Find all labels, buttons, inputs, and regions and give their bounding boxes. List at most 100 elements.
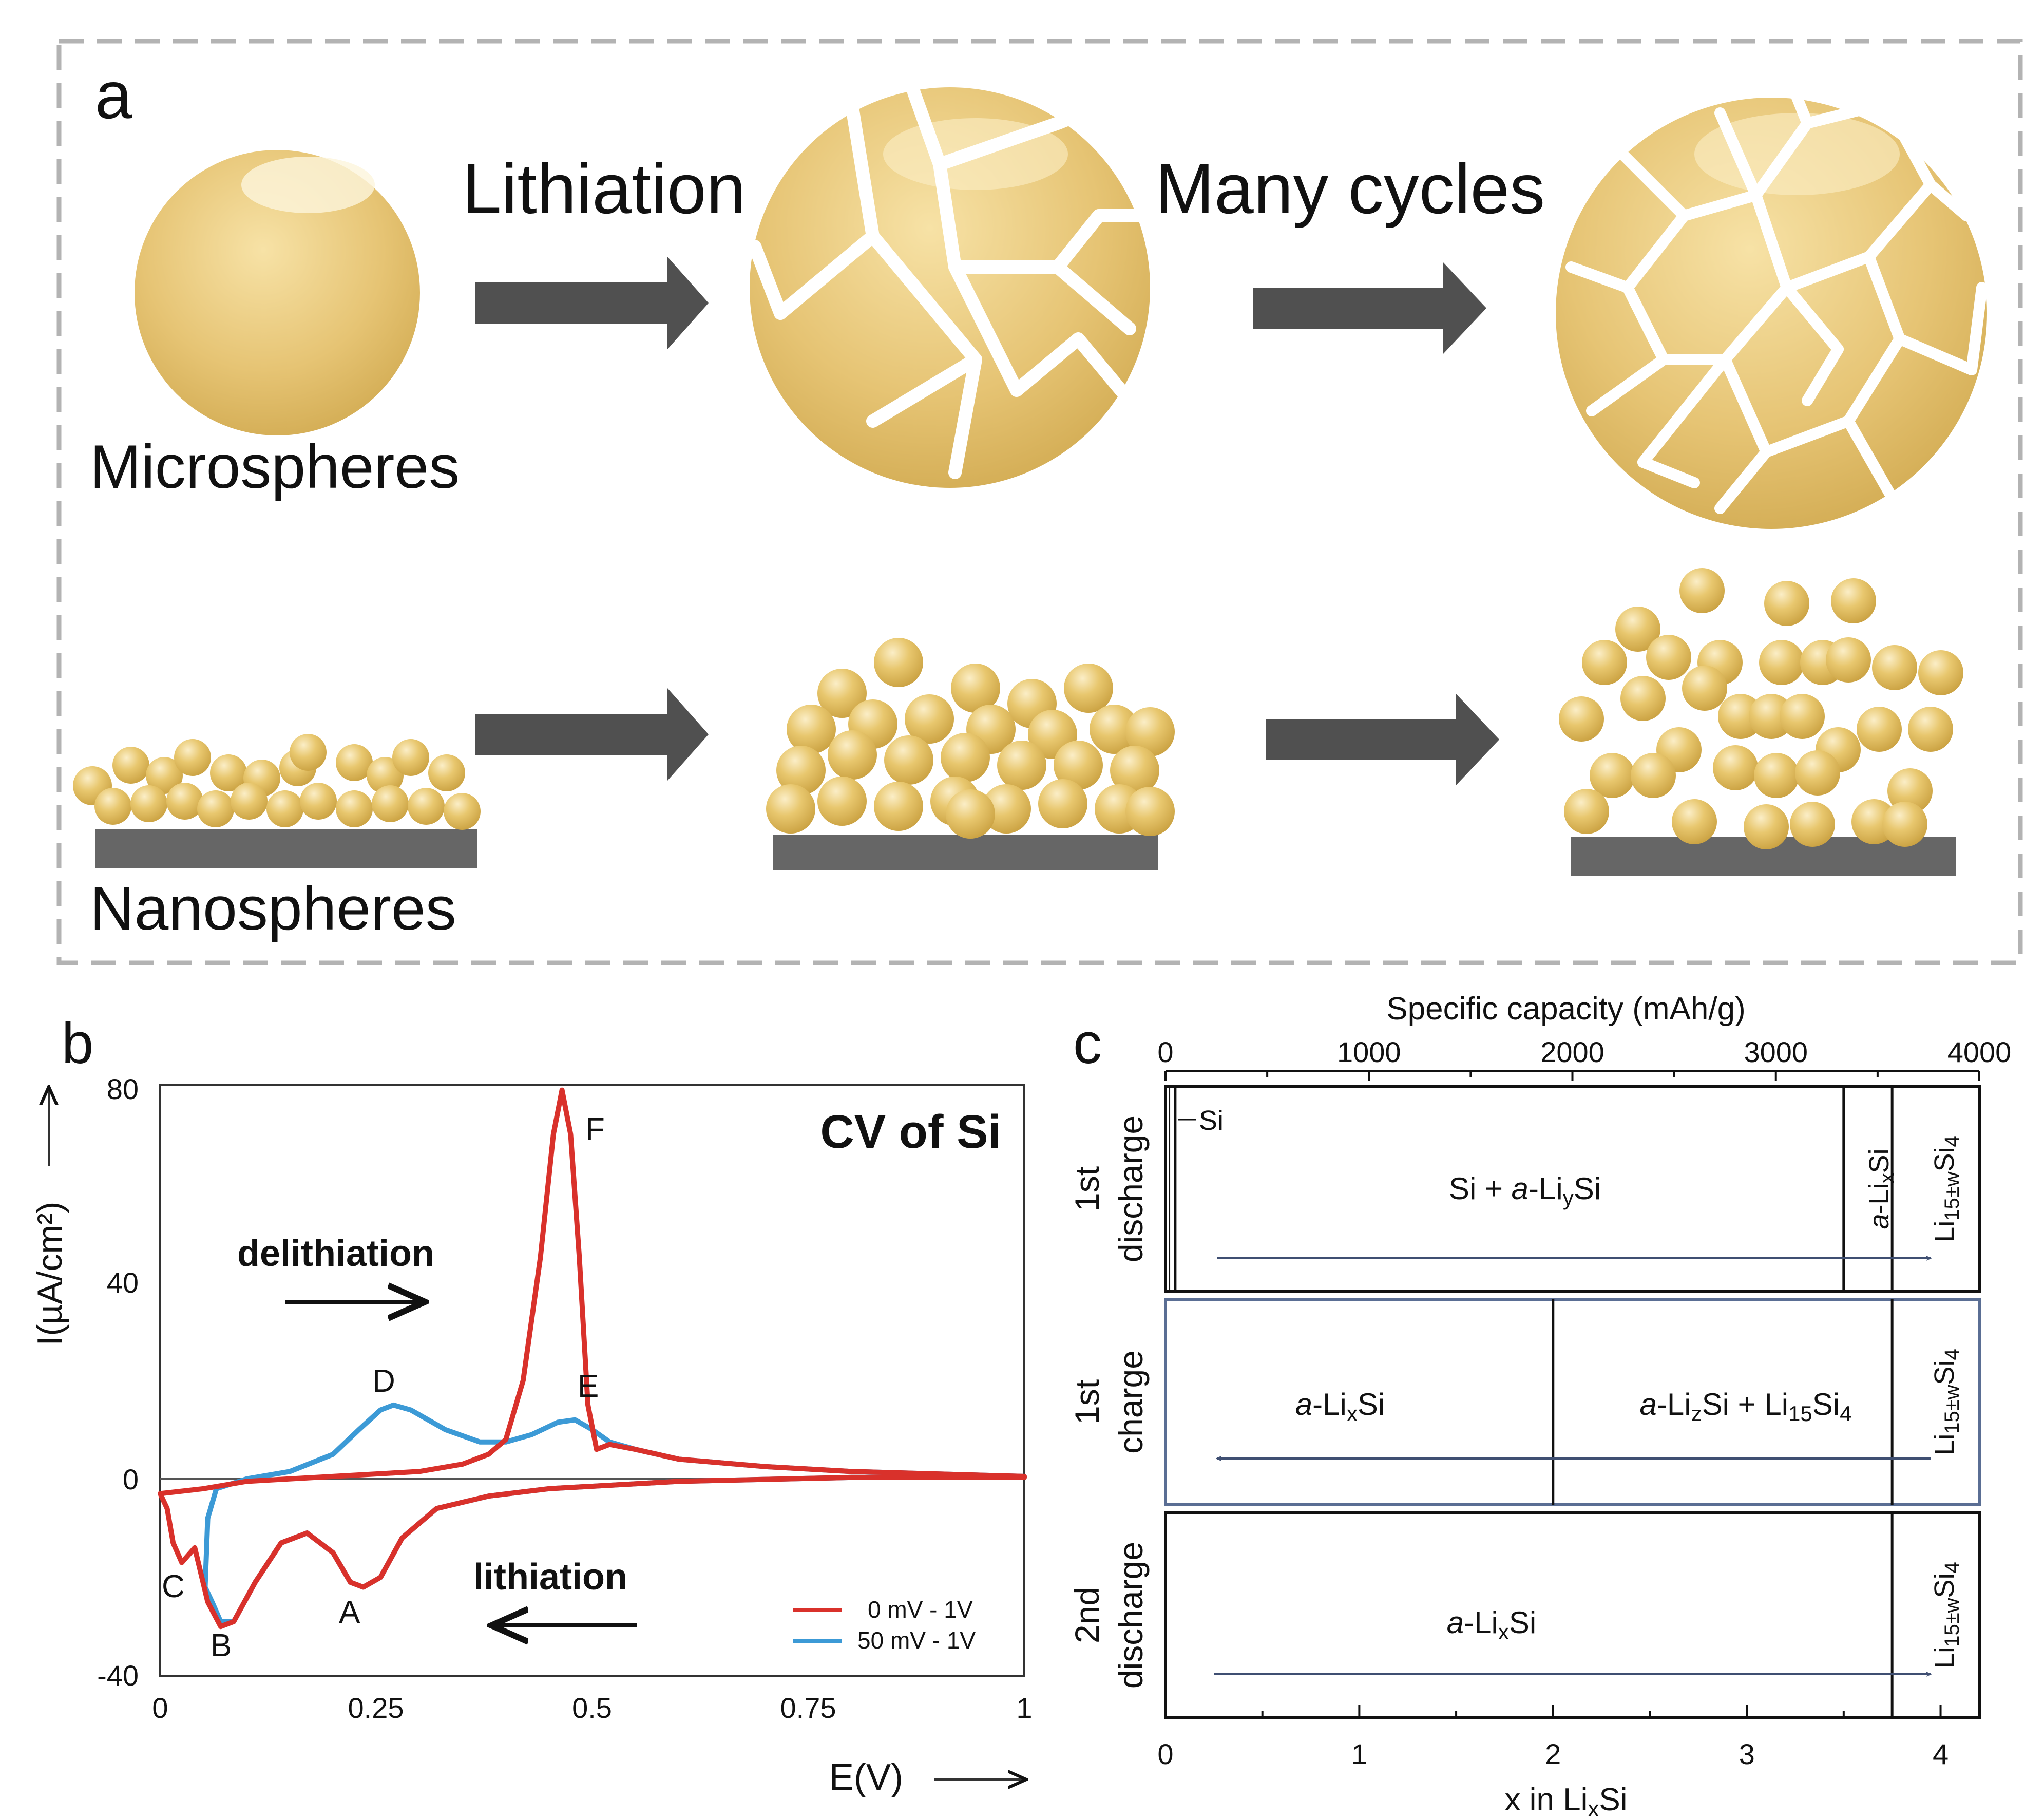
microsphere — [135, 150, 420, 435]
si-text-2: Si — [1864, 1148, 1895, 1173]
cracked-sphere-1 — [748, 86, 1152, 488]
bottom-axis-tick-label: 2 — [1545, 1738, 1561, 1770]
subscript-x: x — [1588, 1796, 1599, 1818]
sub-15w-2: 15±w — [1941, 1385, 1963, 1433]
li-text-2: -Li — [1864, 1183, 1895, 1214]
top-axis-tick-label: 3000 — [1744, 1036, 1808, 1068]
nanospheres-label: Nanospheres — [90, 874, 456, 943]
row3-label-line1: 2nd — [1068, 1587, 1106, 1643]
si-text-1: Si — [1574, 1171, 1601, 1206]
bottom-axis: 0 1 2 3 4 — [1157, 1705, 1949, 1770]
subscript-x-3: x — [1498, 1620, 1509, 1644]
panel-b-label: b — [62, 1011, 93, 1075]
peak-label-f: F — [585, 1112, 605, 1147]
arrow-row2-2 — [1266, 693, 1499, 786]
row2-phase1: a-LixSi — [1295, 1387, 1385, 1426]
li-text-3: -Li — [1312, 1387, 1347, 1422]
row2-end-phase: Li15±wSi4 — [1929, 1349, 1963, 1455]
panel-c: c Specific capacity (mAh/g) 0 1000 2000 300… — [1068, 991, 2011, 1818]
bottom-axis-label: x in LixSi — [1504, 1782, 1627, 1818]
li-text-1: -Li — [1529, 1171, 1563, 1206]
x-tick: 0.5 — [572, 1692, 612, 1724]
si-text-6: Si — [1929, 1360, 1960, 1385]
sub-4-1: 4 — [1941, 1135, 1963, 1147]
top-axis-tick-label: 0 — [1157, 1036, 1173, 1068]
y-tick: 0 — [123, 1463, 139, 1495]
row2-phase2: a-LizSi + Li15Si4 — [1640, 1387, 1852, 1426]
sub-4-2: 4 — [1840, 1402, 1851, 1426]
arrow-row2-1 — [475, 688, 709, 781]
italic-a-2: a — [1864, 1214, 1895, 1229]
x-tick: 0 — [152, 1692, 168, 1724]
li-text-5: -Li — [1464, 1605, 1498, 1640]
sub-15w-1: 15±w — [1941, 1171, 1963, 1220]
x-axis-label: E(V) — [829, 1757, 903, 1798]
bottom-axis-tick-label: 4 — [1933, 1738, 1949, 1770]
peak-label-d: D — [372, 1364, 395, 1399]
y-tick: 40 — [107, 1266, 139, 1299]
lithiation-label: Lithiation — [462, 149, 746, 229]
many-cycles-label: Many cycles — [1155, 149, 1545, 229]
li-text-4: -Li — [1657, 1387, 1691, 1422]
row2-label-line2: charge — [1112, 1350, 1150, 1454]
subscript-x-1: x — [1877, 1173, 1898, 1183]
substrate-1 — [95, 829, 477, 868]
cv-series-1-lithiation — [158, 1474, 1027, 1630]
si-text-4: Si — [1358, 1387, 1385, 1422]
top-axis-tick-label: 4000 — [1947, 1036, 2012, 1068]
legend-text-2: 50 mV - 1V — [857, 1627, 976, 1654]
top-axis-label: Specific capacity (mAh/g) — [1386, 991, 1745, 1027]
cv-plot-frame — [159, 1084, 1025, 1677]
row2-label-line1: 1st — [1068, 1379, 1106, 1425]
x-tick: 0.25 — [348, 1692, 404, 1724]
cracked-sphere-2 — [1556, 66, 1988, 529]
bottom-axis-tick-label: 3 — [1739, 1738, 1755, 1770]
italic-a-1: a — [1512, 1171, 1529, 1206]
si-text-5: Si — [1812, 1387, 1840, 1422]
arrow-many-cycles — [1253, 262, 1486, 354]
row1-phase1: Si + a-LiySi — [1449, 1171, 1601, 1210]
row1-phase2: a-LixSi — [1864, 1148, 1898, 1229]
cv-series-1-delithiation — [158, 1087, 1027, 1497]
panel-b: b 80 40 0 -40 0 0.25 0.5 0.75 1 I(µA/cm²… — [30, 1011, 1033, 1798]
si-text-3: Si — [1929, 1147, 1960, 1171]
y-axis-label: I(µA/cm²) — [30, 1202, 69, 1346]
bottom-axis-tick-label: 0 — [1157, 1738, 1173, 1770]
subscript-y: y — [1563, 1186, 1574, 1210]
si-text-7: Si — [1509, 1605, 1536, 1640]
x-tick: 1 — [1016, 1692, 1032, 1724]
row1-label-line2: discharge — [1112, 1115, 1150, 1262]
delithiation-label: delithiation — [237, 1233, 434, 1274]
panel-a: a Lithiation Many cycles Microspheres Na… — [56, 39, 2023, 965]
peak-label-a: A — [339, 1595, 360, 1630]
peak-label-e: E — [578, 1369, 599, 1404]
panel-a-frame — [56, 39, 2023, 965]
substrate-2 — [773, 835, 1158, 870]
top-axis-tick-label: 2000 — [1540, 1036, 1604, 1068]
nanosphere-layer-1 — [73, 734, 481, 830]
row1-end-phase: Li15±wSi4 — [1929, 1135, 1963, 1242]
row3-end-phase: Li15±wSi4 — [1929, 1562, 1963, 1669]
lithiation-label-b: lithiation — [473, 1557, 627, 1598]
si-label: Si — [1199, 1105, 1224, 1136]
italic-a-5: a — [1447, 1605, 1464, 1640]
microsphere-highlight — [241, 157, 375, 213]
legend-text-1: 0 mV - 1V — [868, 1596, 973, 1623]
panel-a-label: a — [95, 58, 132, 132]
sub-15: 15 — [1788, 1402, 1812, 1426]
top-axis-tick-label: 1000 — [1337, 1036, 1401, 1068]
si-li-text: Si + Li — [1702, 1387, 1788, 1422]
row1-label-line1: 1st — [1068, 1166, 1106, 1211]
microspheres-label: Microspheres — [90, 432, 460, 501]
subscript-z: z — [1691, 1402, 1702, 1426]
italic-a-4: a — [1640, 1387, 1657, 1422]
row-1st-charge — [1164, 1298, 1981, 1506]
y-tick: 80 — [107, 1073, 139, 1105]
cv-title: CV of Si — [820, 1106, 1001, 1158]
subscript-x-2: x — [1347, 1402, 1358, 1426]
sub-4-4: 4 — [1941, 1562, 1963, 1573]
y-tick: -40 — [97, 1659, 139, 1692]
panel-c-label: c — [1073, 1011, 1102, 1075]
si-suffix: Si — [1599, 1782, 1627, 1817]
